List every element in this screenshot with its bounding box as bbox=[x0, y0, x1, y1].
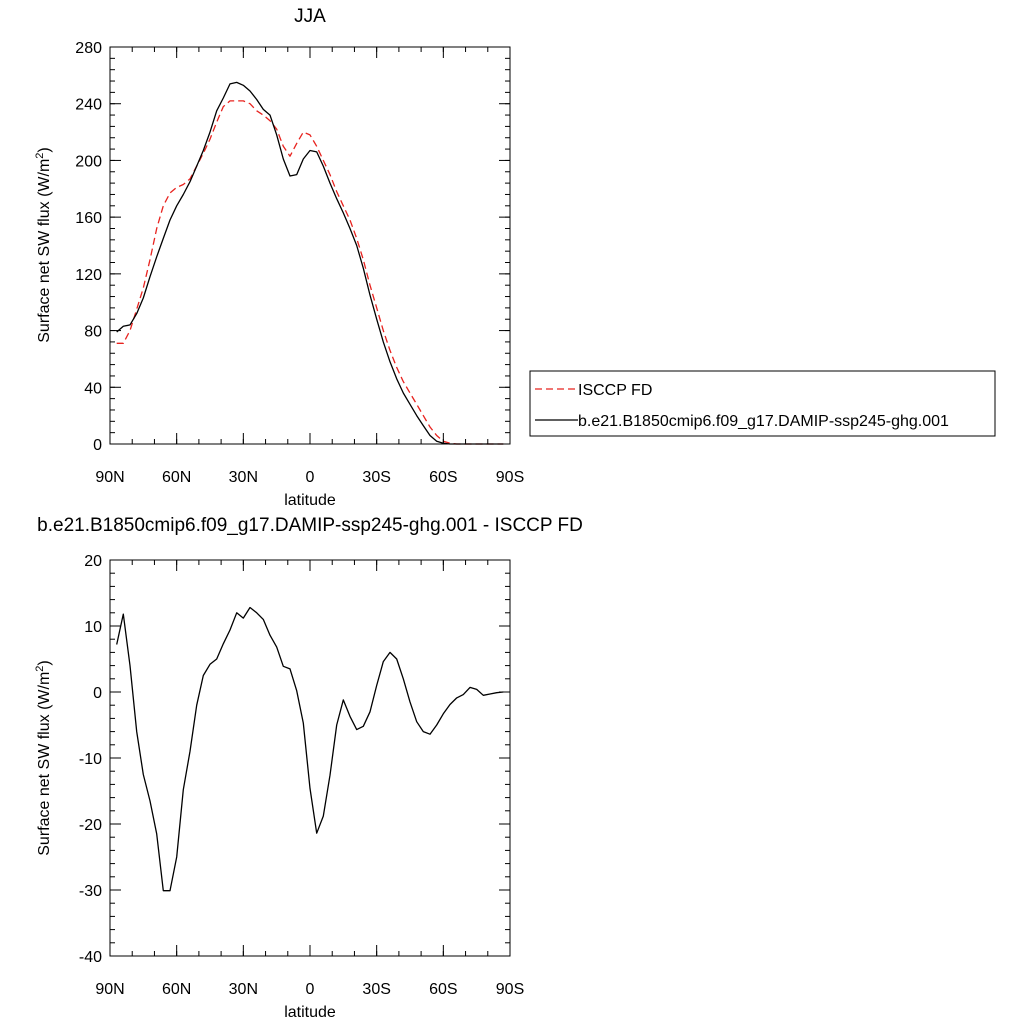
top-plot-title: JJA bbox=[294, 6, 326, 27]
legend: ISCCP FD b.e21.B1850cmip6.f09_g17.DAMIP-… bbox=[529, 370, 996, 437]
x-tick-label: 30N bbox=[229, 981, 258, 998]
x-tick-label: 60S bbox=[429, 469, 457, 486]
top-x-axis-label: latitude bbox=[284, 492, 336, 509]
y-tick-label: 10 bbox=[84, 619, 102, 636]
top-y-axis-label: Surface net SW flux (W/m2) bbox=[34, 147, 53, 343]
x-tick-label: 60N bbox=[162, 469, 191, 486]
x-tick-label: 90N bbox=[95, 981, 124, 998]
bottom-panel: b.e21.B1850cmip6.f09_g17.DAMIP-ssp245-gh… bbox=[34, 515, 583, 1021]
y-tick-label: 120 bbox=[75, 267, 102, 284]
x-tick-label: 90N bbox=[95, 469, 124, 486]
y-tick-label: -30 bbox=[79, 883, 102, 900]
x-tick-label: 60N bbox=[162, 981, 191, 998]
y-tick-label: -20 bbox=[79, 817, 102, 834]
y-tick-label: 20 bbox=[84, 553, 102, 570]
bottom-y-axis-label-end: ) bbox=[36, 660, 53, 665]
bottom-plot-lines bbox=[116, 606, 504, 892]
top-plot-frame bbox=[109, 46, 511, 445]
legend-box bbox=[529, 370, 996, 437]
x-tick-label: 30N bbox=[229, 469, 258, 486]
y-tick-label: -10 bbox=[79, 751, 102, 768]
top-plot-axes: 90N 60N 30N 0 30S 60S 90S 0 40 80 120 160 200 240 280 bbox=[75, 40, 524, 486]
y-tick-label: 0 bbox=[93, 685, 102, 702]
y-tick-label: 80 bbox=[84, 324, 102, 341]
bottom-y-axis-label-sup: 2 bbox=[34, 666, 46, 672]
legend-label-isccp: ISCCP FD bbox=[578, 382, 652, 399]
bottom-plot-frame bbox=[109, 559, 511, 957]
bottom-y-axis-label: Surface net SW flux (W/m2) bbox=[34, 660, 53, 856]
y-tick-label: -40 bbox=[79, 949, 102, 966]
x-tick-label: 0 bbox=[306, 981, 315, 998]
series-line-model bbox=[116, 606, 504, 892]
bottom-y-axis-label-text: Surface net SW flux (W/m bbox=[36, 672, 53, 856]
x-tick-label: 30S bbox=[362, 469, 390, 486]
y-tick-label: 240 bbox=[75, 97, 102, 114]
top-y-axis-label-sup: 2 bbox=[34, 153, 46, 159]
series-line-isccp-fd bbox=[116, 100, 504, 445]
x-tick-label: 60S bbox=[429, 981, 457, 998]
y-tick-label: 40 bbox=[84, 380, 102, 397]
x-tick-label: 90S bbox=[496, 469, 524, 486]
legend-label-model: b.e21.B1850cmip6.f09_g17.DAMIP-ssp245-gh… bbox=[578, 413, 949, 430]
x-tick-label: 0 bbox=[306, 469, 315, 486]
top-plot-lines bbox=[116, 81, 504, 445]
bottom-x-axis-label: latitude bbox=[284, 1004, 336, 1021]
y-tick-label: 0 bbox=[93, 437, 102, 454]
top-y-axis-label-end: ) bbox=[36, 147, 53, 152]
x-tick-label: 90S bbox=[496, 981, 524, 998]
bottom-plot-axes: 90N 60N 30N 0 30S 60S 90S -40 -30 -20 -10 0 10 20 bbox=[79, 553, 524, 998]
top-y-axis-label-text: Surface net SW flux (W/m bbox=[36, 159, 53, 343]
y-tick-label: 160 bbox=[75, 210, 102, 227]
y-tick-label: 200 bbox=[75, 153, 102, 170]
x-tick-label: 30S bbox=[362, 981, 390, 998]
series-line-model bbox=[116, 81, 504, 445]
top-panel: JJA 90N 60N 30N 0 30S 60S 90S 0 40 80 120 160 200 240… bbox=[34, 6, 524, 509]
bottom-plot-title: b.e21.B1850cmip6.f09_g17.DAMIP-ssp245-gh… bbox=[37, 515, 583, 536]
y-tick-label: 280 bbox=[75, 40, 102, 57]
